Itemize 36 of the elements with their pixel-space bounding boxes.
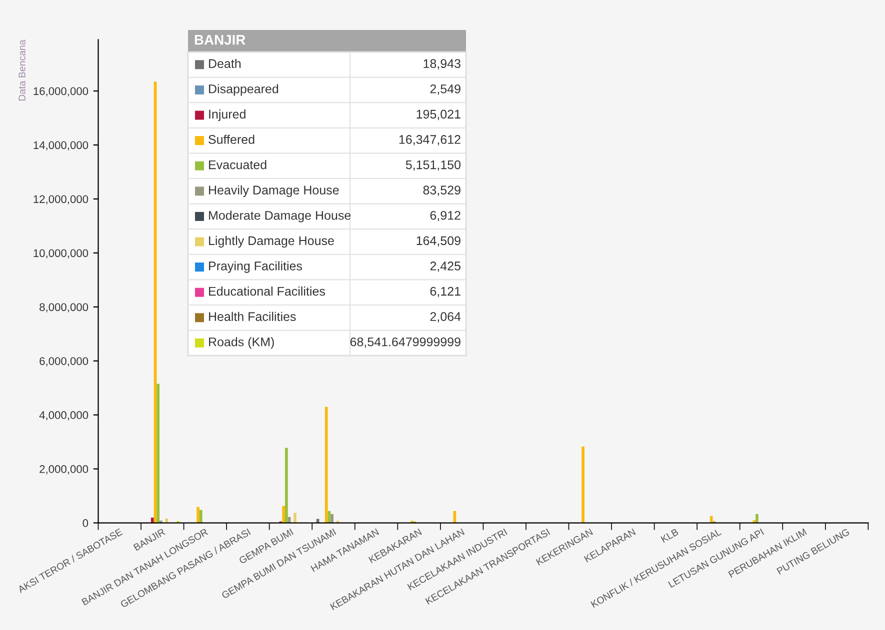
- legend-label: Health Facilities: [209, 312, 296, 322]
- y-tick-label: 14,000,000: [34, 141, 88, 150]
- legend-label: Lightly Damage House: [209, 236, 334, 248]
- annotation: 6,912: [430, 210, 460, 222]
- annotation: 18,943: [424, 59, 460, 70]
- y-tick-label: 0: [82, 519, 88, 528]
- y-tick-label: 16,000,000: [34, 87, 88, 96]
- annotation: 195,021: [416, 110, 460, 120]
- y-tick-label: 8,000,000: [40, 303, 88, 312]
- annotation: 2,425: [430, 262, 460, 272]
- legend-title: BANJIR: [194, 35, 246, 45]
- legend-label: Roads (KM): [209, 337, 274, 349]
- annotation: 2,549: [430, 84, 460, 95]
- legend-label: Death: [209, 58, 241, 68]
- y-tick-label: 12,000,000: [34, 195, 88, 204]
- y-axis-title: Data Bencana: [18, 40, 26, 101]
- annotation: 2,064: [430, 312, 461, 322]
- y-tick-label: 4,000,000: [39, 411, 88, 420]
- legend-label: Suffered: [208, 134, 254, 144]
- y-tick-label: 10,000,000: [34, 249, 88, 258]
- legend-label: Injured: [209, 109, 246, 122]
- legend-label: Evacuated: [209, 160, 266, 170]
- annotation: 5,151,150: [406, 160, 461, 171]
- legend-label: Moderate Damage House: [209, 210, 351, 222]
- legend-label: Educational Facilities: [209, 286, 325, 296]
- annotation: 6,121: [430, 286, 460, 298]
- legend-label: Praying Facilities: [209, 261, 302, 273]
- legend-label: Disappeared: [209, 84, 278, 96]
- x-tick-label: KLB: [660, 528, 679, 543]
- annotation: 16,347,612: [399, 135, 460, 146]
- annotation: 164,509: [416, 236, 460, 247]
- annotation: 83,529: [423, 186, 460, 196]
- annotation: 68,541.6479999999: [350, 337, 460, 348]
- y-tick-label: 6,000,000: [40, 357, 88, 366]
- legend-label: Heavily Damage House: [209, 185, 339, 197]
- y-tick-label: 2,000,000: [40, 465, 88, 474]
